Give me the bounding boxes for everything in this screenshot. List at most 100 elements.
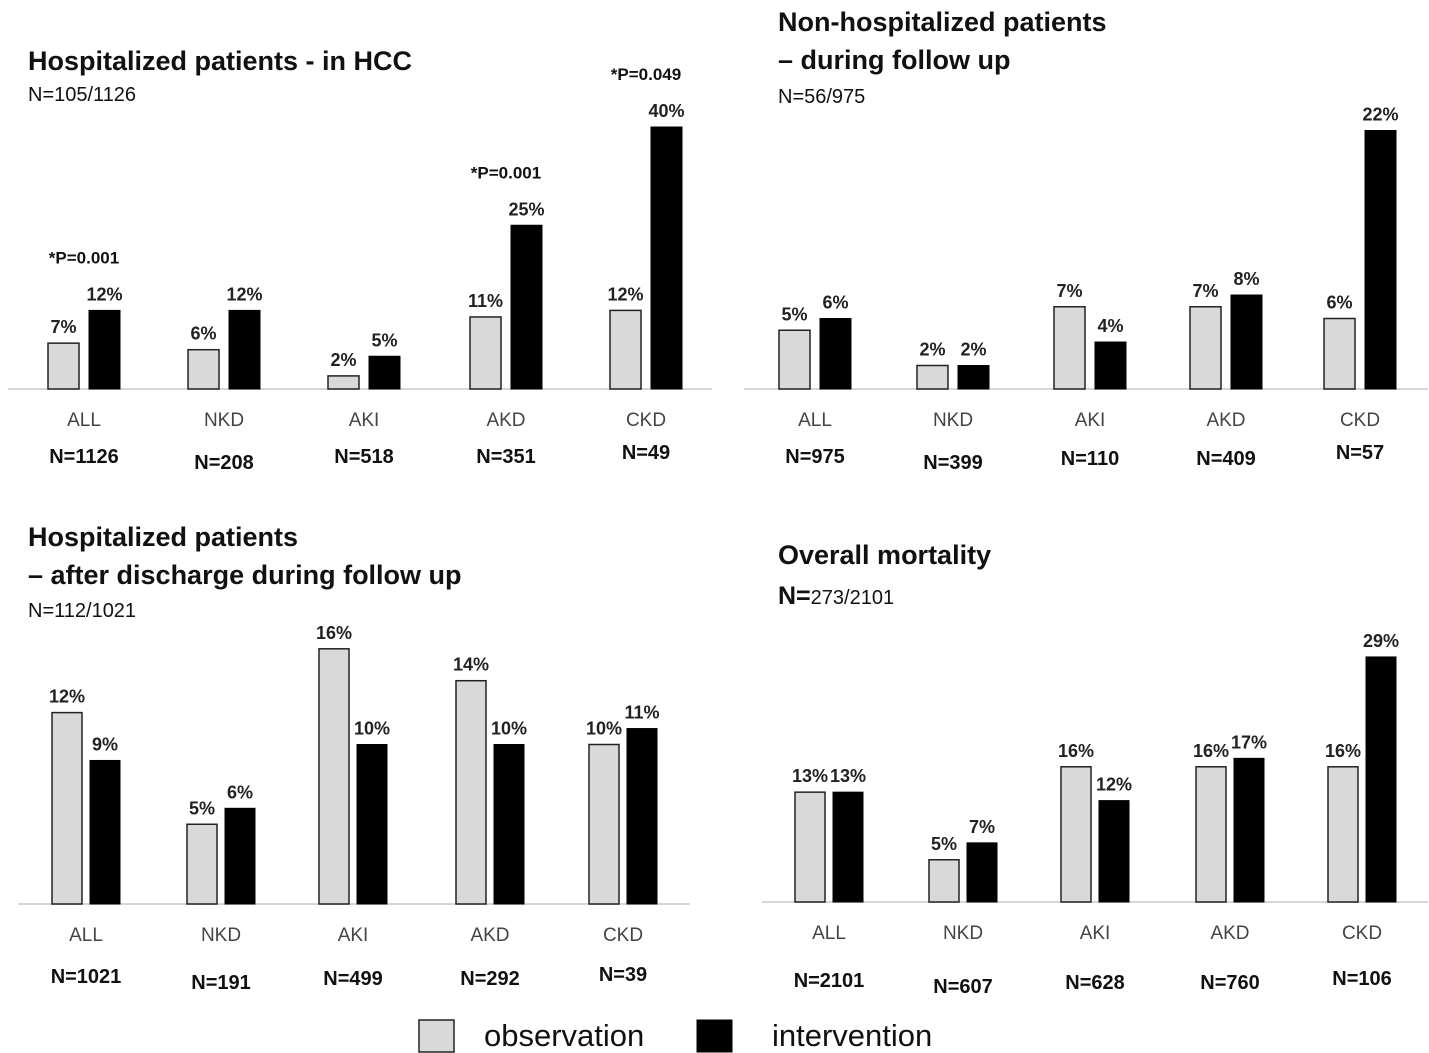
n-label-ckd: N=39 bbox=[599, 964, 647, 986]
n-label-nkd: N=399 bbox=[923, 452, 983, 474]
chart-subtitle: N=56/975 bbox=[778, 86, 865, 108]
n-label-all: N=1126 bbox=[49, 446, 119, 468]
value-label-observation-ckd: 10% bbox=[586, 719, 622, 739]
bar-observation-all bbox=[794, 791, 826, 903]
legend-intervention-label: intervention bbox=[772, 1018, 932, 1053]
bar-observation-akd bbox=[469, 316, 502, 390]
bar-intervention-nkd bbox=[966, 842, 998, 903]
chart-subtitle: N=273/2101 bbox=[778, 582, 894, 610]
value-label-intervention-all: 9% bbox=[92, 734, 118, 754]
n-label-aki: N=499 bbox=[323, 968, 383, 990]
value-label-observation-all: 13% bbox=[792, 766, 828, 786]
bar-intervention-all bbox=[88, 309, 121, 390]
n-label-all: N=1021 bbox=[51, 966, 122, 988]
bar-observation-all bbox=[778, 329, 811, 390]
value-label-intervention-aki: 5% bbox=[371, 330, 397, 350]
bar-observation-aki bbox=[1053, 306, 1086, 390]
value-label-intervention-all: 12% bbox=[86, 284, 122, 304]
value-label-intervention-nkd: 6% bbox=[227, 782, 253, 802]
value-label-intervention-aki: 10% bbox=[354, 719, 390, 739]
category-label-all: ALL bbox=[67, 410, 101, 431]
n-label-akd: N=760 bbox=[1200, 972, 1260, 994]
bar-observation-nkd bbox=[928, 859, 960, 903]
bar-intervention-ckd bbox=[626, 728, 658, 905]
value-label-observation-all: 12% bbox=[49, 687, 85, 707]
bar-intervention-aki bbox=[368, 355, 401, 390]
category-label-nkd: NKD bbox=[201, 925, 241, 946]
n-label-akd: N=292 bbox=[460, 968, 520, 990]
n-label-all: N=975 bbox=[785, 446, 845, 468]
bar-intervention-all bbox=[819, 318, 852, 390]
value-label-intervention-akd: 8% bbox=[1233, 269, 1259, 289]
value-label-observation-aki: 7% bbox=[1056, 281, 1082, 301]
category-label-ckd: CKD bbox=[1340, 410, 1380, 431]
category-label-all: ALL bbox=[798, 410, 832, 431]
category-label-ckd: CKD bbox=[1342, 923, 1382, 944]
value-label-intervention-all: 13% bbox=[830, 766, 866, 786]
value-label-intervention-akd: 17% bbox=[1231, 732, 1267, 752]
category-label-aki: AKI bbox=[1080, 923, 1111, 944]
n-label-akd: N=351 bbox=[476, 446, 536, 468]
value-label-intervention-aki: 4% bbox=[1097, 316, 1123, 336]
value-label-observation-ckd: 6% bbox=[1326, 293, 1352, 313]
bar-observation-nkd bbox=[186, 823, 218, 905]
value-label-observation-nkd: 5% bbox=[189, 798, 215, 818]
value-label-observation-akd: 7% bbox=[1192, 281, 1218, 301]
value-label-intervention-ckd: 40% bbox=[648, 101, 684, 121]
category-label-akd: AKD bbox=[486, 410, 525, 431]
bar-observation-akd bbox=[1189, 306, 1222, 390]
chart-title: Hospitalized patients – after discharge d… bbox=[28, 522, 462, 590]
chart-panel-4: Overall mortality N=273/2101 13% 13% ALL N=21… bbox=[762, 540, 1428, 998]
value-label-observation-nkd: 5% bbox=[931, 834, 957, 854]
bar-intervention-nkd bbox=[224, 807, 256, 905]
category-label-nkd: NKD bbox=[204, 410, 244, 431]
bar-observation-ckd bbox=[1327, 766, 1359, 903]
value-label-intervention-akd: 25% bbox=[508, 199, 544, 219]
bar-observation-akd bbox=[455, 679, 487, 905]
category-label-aki: AKI bbox=[349, 410, 380, 431]
bar-observation-all bbox=[51, 711, 83, 905]
chart-panel-2: Non-hospitalized patients – during follow… bbox=[744, 7, 1428, 474]
n-label-ckd: N=106 bbox=[1332, 968, 1392, 990]
bar-observation-aki bbox=[1060, 766, 1092, 903]
legend-intervention-swatch bbox=[696, 1019, 733, 1053]
value-label-observation-aki: 16% bbox=[1058, 741, 1094, 761]
chart-title: Overall mortality bbox=[778, 540, 991, 570]
n-label-all: N=2101 bbox=[794, 970, 865, 992]
legend-observation-label: observation bbox=[484, 1018, 644, 1053]
bar-intervention-aki bbox=[1098, 800, 1130, 903]
category-label-all: ALL bbox=[69, 925, 103, 946]
value-label-observation-all: 5% bbox=[781, 304, 807, 324]
bar-observation-aki bbox=[327, 375, 360, 390]
category-label-aki: AKI bbox=[1075, 410, 1106, 431]
bar-intervention-akd bbox=[1230, 294, 1263, 390]
chart-title: Hospitalized patients - in HCC bbox=[28, 46, 412, 76]
category-label-akd: AKD bbox=[1206, 410, 1245, 431]
value-label-intervention-all: 6% bbox=[822, 293, 848, 313]
value-label-observation-akd: 14% bbox=[453, 655, 489, 675]
value-label-observation-ckd: 16% bbox=[1325, 741, 1361, 761]
value-label-observation-aki: 16% bbox=[316, 623, 352, 643]
bar-intervention-nkd bbox=[228, 309, 261, 390]
chart-subtitle: N=112/1021 bbox=[28, 600, 136, 622]
value-label-intervention-ckd: 22% bbox=[1362, 105, 1398, 125]
bar-intervention-ckd bbox=[1364, 130, 1397, 390]
value-label-intervention-akd: 10% bbox=[491, 719, 527, 739]
value-label-observation-nkd: 2% bbox=[919, 340, 945, 360]
bar-intervention-all bbox=[89, 759, 121, 905]
n-label-aki: N=518 bbox=[334, 446, 394, 468]
value-label-observation-aki: 2% bbox=[330, 350, 356, 370]
bar-observation-ckd bbox=[609, 309, 642, 390]
category-label-aki: AKI bbox=[338, 925, 369, 946]
value-label-intervention-nkd: 2% bbox=[960, 340, 986, 360]
p-value-annotation-all: *P=0.001 bbox=[49, 248, 119, 267]
bar-intervention-akd bbox=[510, 224, 543, 390]
bar-observation-aki bbox=[318, 648, 350, 905]
n-label-aki: N=110 bbox=[1061, 448, 1119, 470]
bar-observation-akd bbox=[1195, 766, 1227, 903]
category-label-ckd: CKD bbox=[603, 925, 643, 946]
value-label-intervention-ckd: 29% bbox=[1363, 631, 1399, 651]
legend-observation-swatch bbox=[418, 1019, 455, 1053]
bar-intervention-aki bbox=[1094, 341, 1127, 390]
bar-observation-ckd bbox=[1323, 317, 1356, 390]
